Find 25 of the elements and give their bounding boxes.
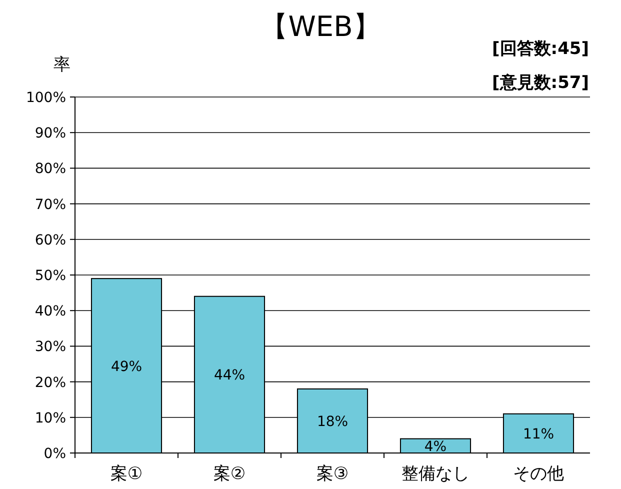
- y-tick-label: 70%: [34, 196, 66, 213]
- data-label: 49%: [110, 358, 142, 375]
- y-tick-label: 60%: [34, 232, 66, 248]
- chart-title: 【WEB】: [260, 10, 381, 43]
- data-label: 44%: [214, 368, 246, 384]
- x-tick-label: 案①: [110, 464, 143, 484]
- x-tick-label: 整備なし: [402, 464, 470, 484]
- text: [回答数:45]: [492, 39, 589, 59]
- data-label: 18%: [316, 414, 348, 430]
- y-tick-label: 0%: [44, 446, 66, 462]
- y-axis-title: 率: [54, 55, 70, 75]
- text: [意見数:57]: [492, 73, 589, 93]
- x-tick-label: 案②: [213, 464, 246, 484]
- y-tick-label: 30%: [34, 339, 66, 356]
- x-tick-label: 案③: [316, 464, 349, 484]
- y-tick-label: 10%: [34, 410, 66, 426]
- x-tick-label: その他: [513, 464, 564, 484]
- data-label: 4%: [424, 438, 447, 455]
- y-tick-label: 40%: [34, 304, 66, 320]
- y-tick-label: 50%: [34, 268, 66, 284]
- y-tick-label: 100%: [26, 90, 66, 106]
- y-tick-label: 90%: [34, 126, 66, 142]
- data-label: 11%: [522, 426, 554, 442]
- y-tick-label: 20%: [34, 374, 66, 391]
- y-tick-label: 80%: [34, 161, 66, 178]
